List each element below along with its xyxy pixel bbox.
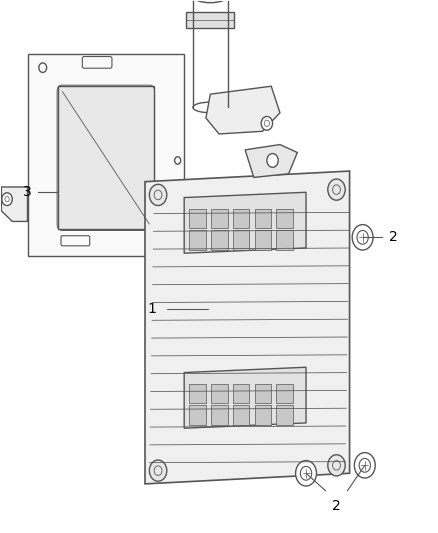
FancyBboxPatch shape: [233, 406, 250, 424]
FancyBboxPatch shape: [211, 209, 228, 228]
Text: 1: 1: [147, 302, 156, 316]
Circle shape: [354, 453, 375, 478]
Polygon shape: [206, 86, 280, 134]
FancyBboxPatch shape: [276, 384, 293, 403]
FancyBboxPatch shape: [233, 384, 250, 403]
Circle shape: [328, 455, 345, 476]
Polygon shape: [184, 192, 306, 253]
FancyBboxPatch shape: [211, 384, 228, 403]
Circle shape: [149, 460, 167, 481]
FancyBboxPatch shape: [211, 406, 228, 424]
FancyBboxPatch shape: [254, 384, 271, 403]
FancyBboxPatch shape: [276, 209, 293, 228]
Circle shape: [261, 116, 272, 130]
Circle shape: [296, 461, 317, 486]
Polygon shape: [245, 144, 297, 177]
Text: 2: 2: [332, 499, 341, 513]
Circle shape: [2, 193, 12, 206]
FancyBboxPatch shape: [189, 230, 206, 249]
FancyBboxPatch shape: [254, 209, 271, 228]
FancyBboxPatch shape: [276, 406, 293, 424]
Polygon shape: [1, 187, 28, 221]
Circle shape: [267, 154, 278, 167]
FancyBboxPatch shape: [254, 230, 271, 249]
Circle shape: [352, 224, 373, 250]
Ellipse shape: [193, 0, 228, 3]
FancyBboxPatch shape: [189, 406, 206, 424]
Text: 3: 3: [23, 185, 32, 199]
Polygon shape: [184, 367, 306, 428]
FancyBboxPatch shape: [254, 406, 271, 424]
Circle shape: [328, 179, 345, 200]
Polygon shape: [28, 54, 184, 256]
FancyBboxPatch shape: [233, 209, 250, 228]
FancyBboxPatch shape: [189, 209, 206, 228]
FancyBboxPatch shape: [276, 230, 293, 249]
Text: 2: 2: [389, 230, 398, 244]
FancyBboxPatch shape: [186, 12, 234, 28]
FancyBboxPatch shape: [211, 230, 228, 249]
Polygon shape: [145, 171, 350, 484]
FancyBboxPatch shape: [189, 384, 206, 403]
FancyBboxPatch shape: [233, 230, 250, 249]
Polygon shape: [58, 86, 154, 229]
Circle shape: [149, 184, 167, 206]
